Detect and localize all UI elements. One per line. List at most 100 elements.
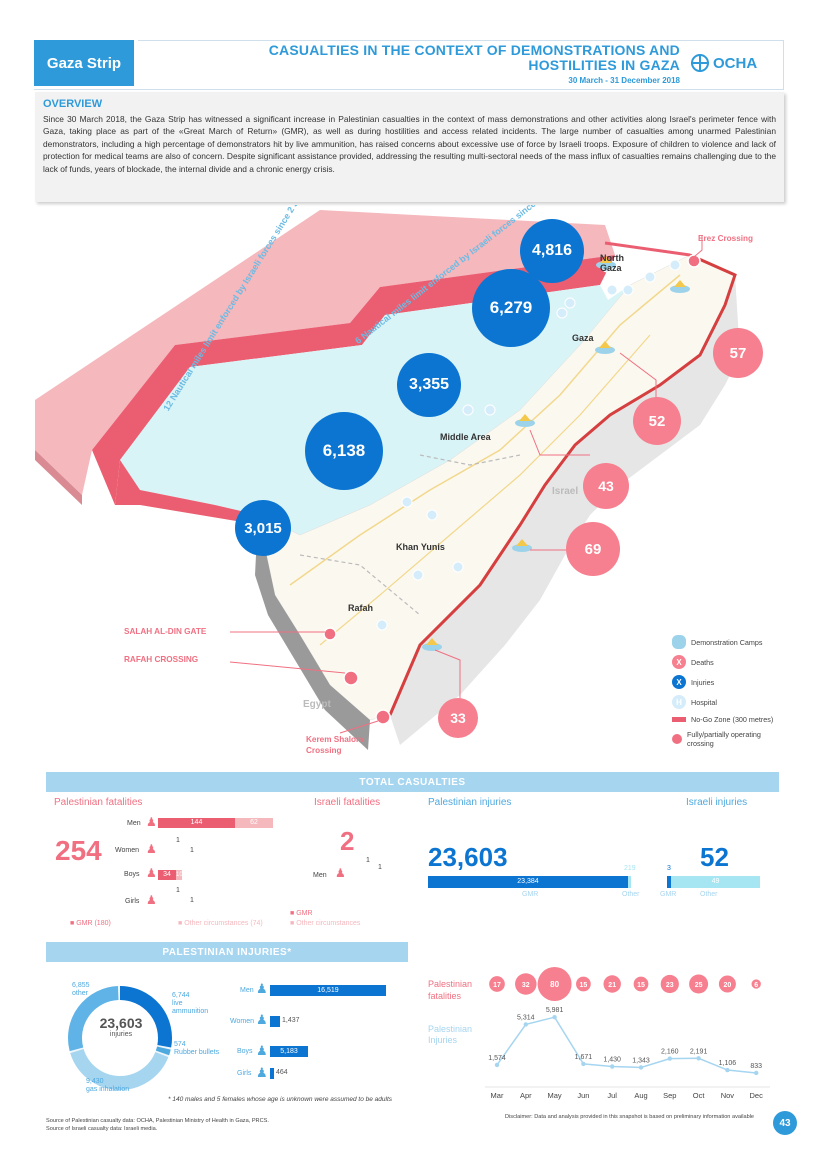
month-tick-label: Mar [491, 1091, 504, 1100]
injuries-legend-icon: X [672, 675, 686, 689]
pal-inj-gmr-label: GMR [522, 891, 539, 898]
date-range: 30 March - 31 December 2018 [568, 76, 680, 85]
injury-value-label: 2,191 [690, 1048, 708, 1055]
men-gmr-bar: 144 [158, 818, 235, 828]
month-tick-label: Sep [663, 1091, 676, 1100]
injury-point [696, 1056, 701, 1061]
main-road [289, 274, 681, 586]
area-label-khan-yunis: Khan Yunis [396, 542, 445, 552]
pal-fatality-rows: Men ♟ 144 62 Women ♟ 1 1 Boys ♟ 34 10 Gi… [110, 815, 300, 911]
pal-inj-other-bar [628, 876, 631, 888]
isr-injuries-total: 52 [700, 842, 729, 872]
rafah-crossing-icon [343, 670, 359, 686]
demonstration-camps [422, 256, 690, 651]
inj-boys-bar: 5,183 [270, 1046, 308, 1057]
area-boundary [299, 554, 421, 616]
fatality-bubble [751, 979, 761, 989]
hospital-icon [452, 561, 464, 573]
fatality-value: 25 [695, 982, 703, 989]
page-number: 43 [773, 1111, 797, 1135]
injury-value-label: 5,314 [517, 1014, 535, 1021]
inj-girls-bar [270, 1068, 274, 1079]
isr-legend-other: ■ Other circumstances [290, 920, 361, 927]
fatality-bubble [718, 975, 736, 993]
hospital-icon [644, 271, 656, 283]
month-tick-label: Aug [634, 1091, 647, 1100]
injuries-line [496, 1016, 757, 1074]
injury-point [552, 1015, 557, 1020]
month-tick-label: May [548, 1091, 562, 1100]
isr-fatalities-total: 2 [340, 826, 355, 856]
hospital-icon [669, 259, 681, 271]
camp-tent-icon [426, 638, 438, 645]
hospital-icon [556, 307, 568, 319]
pal-fatalities-total: 254 [55, 835, 102, 866]
monthly-chart: 17 32 80 15 21 15 23 25 20 6 1,574 5,314 5,981 1,671 1… [485, 967, 770, 1100]
month-tick-label: Jun [577, 1091, 589, 1100]
monthly-injuries-label: Palestinian Injuries [428, 1024, 473, 1045]
zone-6nm-water [120, 285, 630, 535]
hospital-icon [462, 404, 474, 416]
boy-icon: ♟ [256, 1043, 268, 1058]
girl-icon: ♟ [146, 893, 157, 907]
boys-other-bar: 10 [176, 870, 183, 880]
hospital-icon [622, 284, 634, 296]
footer-disclaimer: Disclaimer: Data and analysis provided i… [505, 1114, 755, 1120]
fatality-bubble [689, 974, 709, 994]
map-legend: Demonstration Camps X Deaths X Injuries … [672, 635, 782, 754]
inj-women-bar [270, 1016, 280, 1027]
pal-injuries-total: 23,603 [428, 842, 508, 872]
footer-sources: Source of Palestinian casualty data: OCH… [46, 1118, 269, 1132]
hospital-icon [412, 569, 424, 581]
pal-injuries-band: PALESTINIAN INJURIES* [46, 942, 408, 962]
hospital-legend-icon: H [672, 695, 686, 709]
overview-heading: OVERVIEW [43, 98, 103, 110]
legend-gmr: ■ GMR (180) [70, 920, 111, 927]
crossing-legend-icon [672, 734, 682, 744]
deaths-bubble-gaza: 52 [633, 397, 681, 445]
man-icon: ♟ [256, 981, 268, 996]
month-tick-label: Oct [693, 1091, 706, 1100]
injuries-bubble-rafah: 3,015 [235, 500, 291, 556]
fatality-value: 6 [754, 982, 758, 989]
fatality-bubble [603, 975, 621, 993]
isr-inj-gmr-value: 3 [667, 865, 671, 872]
inj-row-men: Men ♟ 16,519 [220, 980, 400, 1006]
injury-value-label: 1,106 [719, 1060, 737, 1067]
isr-men-label: Men [313, 872, 327, 879]
hospital-icon [564, 297, 576, 309]
fatality-bubble [576, 976, 591, 992]
fatality-value: 15 [637, 982, 645, 989]
isr-inj-gmr-label: GMR [660, 891, 677, 898]
camp-legend-icon [672, 635, 686, 649]
isr-men-value: 1 [366, 857, 370, 864]
fatality-value: 32 [522, 982, 530, 989]
legend-injuries: X Injuries [672, 675, 782, 689]
erez-crossing-icon [687, 254, 701, 268]
injury-value-label: 1,430 [603, 1057, 621, 1064]
fatality-value: 20 [724, 982, 732, 989]
camp-tent-icon [674, 280, 686, 287]
legend-other: ■ Other circumstances (74) [178, 920, 263, 927]
no-go-zone-line [388, 253, 737, 716]
area-label-middle-area: Middle Area [440, 432, 491, 442]
injury-point [638, 1065, 644, 1070]
man-icon: ♟ [146, 815, 157, 829]
hospital-markers [376, 259, 681, 631]
area-label-gaza: Gaza [572, 333, 594, 343]
injury-value-label: 1,574 [488, 1055, 506, 1062]
isr-men-value-2: 1 [378, 864, 382, 871]
fatality-value: 17 [493, 982, 501, 989]
donut-other [68, 986, 119, 1052]
hospital-icon [401, 496, 413, 508]
region-badge: Gaza Strip [34, 40, 138, 86]
donut-label-other: 6,855 other [72, 982, 90, 997]
country-label-egypt: Egypt [303, 699, 331, 710]
isr-inj-other-label: Other [700, 891, 718, 898]
camp-tent-icon [516, 539, 528, 546]
woman-icon: ♟ [256, 1012, 268, 1027]
injury-point [754, 1070, 759, 1076]
hospital-icon [484, 404, 496, 416]
inj-row-girls: Girls ♟ 464 [237, 1065, 288, 1080]
injuries-donut [68, 986, 172, 1090]
